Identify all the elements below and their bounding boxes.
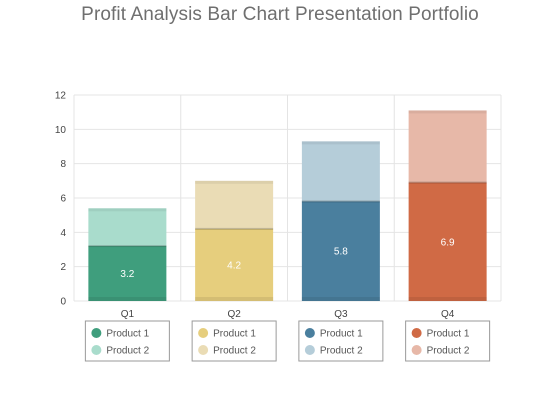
bar-q2-product-2 bbox=[195, 180, 274, 229]
legend-q2: Product 1 Product 2 bbox=[191, 320, 277, 362]
bar-segment-divider bbox=[88, 245, 167, 248]
x-tick-label-q2: Q2 bbox=[227, 309, 241, 320]
bar-top-shade bbox=[195, 180, 274, 184]
legend-q4: Product 1 Product 2 bbox=[405, 320, 491, 362]
legend-label-product-1: Product 1 bbox=[106, 329, 149, 340]
legend-box bbox=[405, 320, 491, 362]
legend-marker-product-1 bbox=[198, 328, 209, 338]
bar-base-shade bbox=[195, 297, 274, 301]
bar-q1-product-1 bbox=[88, 246, 167, 301]
bar-q1-product-2 bbox=[88, 208, 167, 247]
legend-q3: Product 1 Product 2 bbox=[298, 320, 384, 362]
y-tick-label: 8 bbox=[60, 159, 66, 170]
bar-top-shade bbox=[301, 141, 380, 145]
bar-segment-divider bbox=[301, 200, 380, 203]
legend-label-product-1: Product 1 bbox=[320, 329, 363, 340]
bar-q4-product-2 bbox=[408, 110, 487, 183]
bar-q3-product-1 bbox=[301, 201, 380, 301]
legend-marker-product-1 bbox=[411, 328, 422, 338]
legend-box bbox=[191, 320, 277, 362]
bar-base-shade bbox=[408, 297, 487, 301]
legend-box bbox=[298, 320, 384, 362]
legend-label-product-2: Product 2 bbox=[213, 346, 256, 357]
y-tick-label: 6 bbox=[60, 194, 66, 205]
legend-marker-product-1 bbox=[91, 328, 102, 338]
bars: 3.2 4.2 5.8 6.9 bbox=[88, 110, 487, 301]
bar-top-shade bbox=[88, 208, 167, 212]
bar-segment-divider bbox=[195, 227, 274, 230]
y-tick-label: 12 bbox=[55, 91, 67, 102]
legend-box bbox=[84, 320, 170, 362]
bar-top-shade bbox=[408, 110, 487, 114]
data-label-q4: 6.9 bbox=[441, 237, 455, 248]
legend-label-product-2: Product 2 bbox=[320, 346, 363, 357]
legend-label-product-2: Product 2 bbox=[427, 346, 470, 357]
legend-label-product-2: Product 2 bbox=[106, 346, 149, 357]
data-label-q2: 4.2 bbox=[227, 260, 241, 271]
y-tick-label: 2 bbox=[60, 262, 66, 273]
chart-title: Profit Analysis Bar Chart Presentation P… bbox=[81, 4, 479, 25]
bar-q4-product-1 bbox=[408, 182, 487, 301]
legend-marker-product-2 bbox=[91, 345, 102, 355]
bar-q3-product-2 bbox=[301, 141, 380, 202]
legend-q1: Product 1 Product 2 bbox=[84, 320, 170, 362]
y-tick-label: 10 bbox=[55, 125, 67, 136]
y-tick-label: 4 bbox=[60, 228, 66, 239]
x-tick-label-q1: Q1 bbox=[121, 309, 135, 320]
legend-marker-product-2 bbox=[198, 345, 209, 355]
bar-base-shade bbox=[301, 297, 380, 301]
bar-segment-divider bbox=[408, 181, 487, 184]
legend-label-product-1: Product 1 bbox=[213, 329, 256, 340]
legend-marker-product-1 bbox=[304, 328, 315, 338]
x-tick-label-q4: Q4 bbox=[441, 309, 455, 320]
bar-q2-product-1 bbox=[195, 228, 274, 301]
legend-label-product-1: Product 1 bbox=[427, 329, 470, 340]
bar-base-shade bbox=[88, 297, 167, 301]
legend-marker-product-2 bbox=[411, 345, 422, 355]
data-label-q3: 5.8 bbox=[334, 247, 348, 258]
x-tick-label-q3: Q3 bbox=[334, 309, 348, 320]
data-label-q1: 3.2 bbox=[120, 269, 134, 280]
y-tick-label: 0 bbox=[60, 297, 66, 308]
x-axis: Q1 Q2 Q3 Q4 bbox=[121, 309, 455, 320]
legend-marker-product-2 bbox=[304, 345, 315, 355]
y-axis: 0 2 4 6 8 10 12 bbox=[55, 91, 67, 308]
